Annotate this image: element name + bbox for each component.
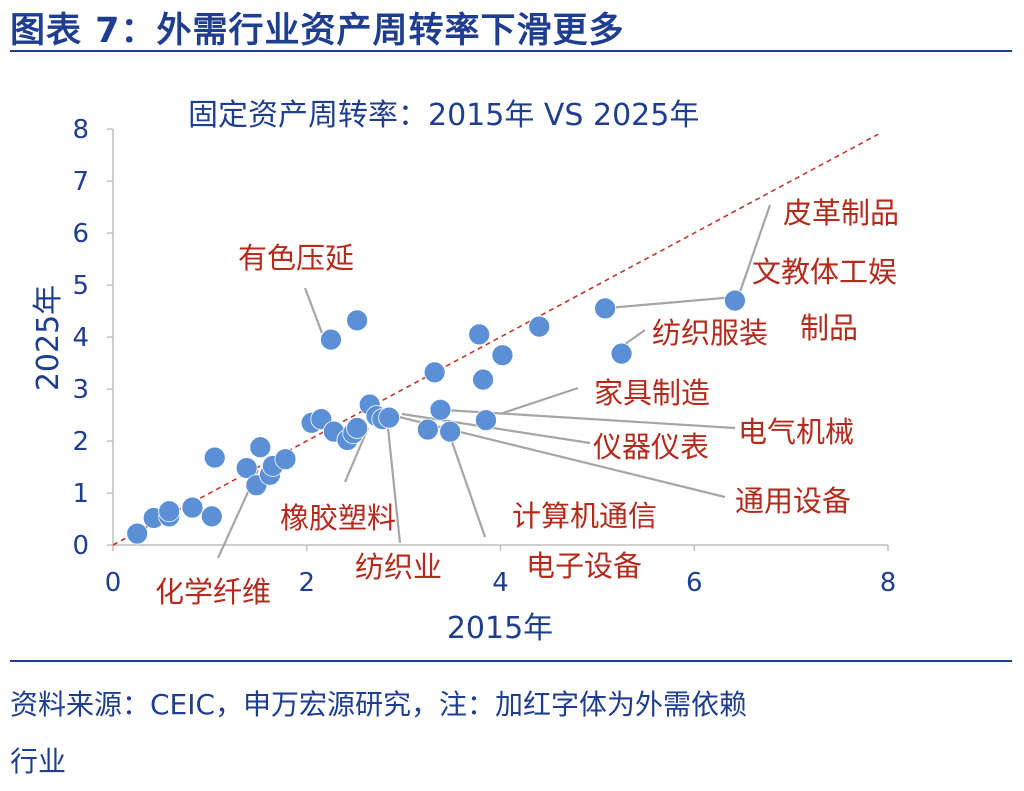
y-axis-label: 2025年 (31, 285, 66, 391)
data-point (200, 505, 223, 528)
annotation-label: 有色压延 (238, 241, 354, 275)
source-line-2: 行业 (10, 745, 67, 778)
annotation-label: 橡胶塑料 (280, 501, 396, 535)
annotation-label: 化学纤维 (155, 575, 271, 609)
y-tick-label: 7 (72, 167, 89, 197)
x-tick-label: 0 (105, 568, 122, 598)
data-point (429, 398, 452, 421)
data-point (274, 448, 297, 471)
data-point (475, 409, 497, 432)
y-tick-label: 3 (72, 375, 89, 405)
leader-line (386, 427, 402, 544)
chart-title: 固定资产周转率：2015年 VS 2025年 (188, 98, 700, 133)
leader-line (738, 204, 772, 293)
annotation-label: 纺织服装 (652, 316, 768, 350)
data-point (468, 323, 491, 346)
leader-line (448, 435, 487, 538)
y-tick-label: 8 (72, 115, 89, 145)
data-point (158, 500, 181, 523)
leader-line (499, 386, 579, 416)
annotation-label: 通用设备 (735, 484, 851, 518)
y-tick-label: 2 (72, 427, 89, 457)
annotation-label: 纺织业 (355, 550, 442, 584)
x-tick-label: 6 (686, 568, 703, 598)
data-point (181, 496, 204, 519)
y-tick-label: 6 (72, 219, 89, 249)
data-point (439, 420, 462, 443)
title-rule (10, 50, 1012, 52)
data-point (491, 344, 514, 367)
data-point (203, 446, 226, 469)
source-line-1: 资料来源：CEIC，申万宏源研究，注：加红字体为外需依赖 (10, 688, 748, 721)
data-point (235, 457, 258, 479)
data-point (378, 406, 400, 429)
leader-line (343, 427, 370, 483)
data-point (416, 418, 439, 441)
x-tick-label: 2 (298, 568, 315, 598)
annotation-label: 计算机通信 (512, 499, 657, 533)
data-point (346, 309, 369, 332)
y-tick-label: 1 (72, 479, 89, 509)
annotation-label: 文教体工娱 (752, 255, 897, 289)
annotation-label: 电子设备 (526, 549, 642, 583)
data-point (346, 417, 369, 439)
source-rule (10, 660, 1012, 662)
y-tick-label: 4 (72, 323, 89, 353)
annotation-label: 仪器仪表 (593, 430, 709, 464)
figure-title: 图表 7：外需行业资产周转率下滑更多 (10, 11, 625, 51)
data-point (472, 368, 494, 391)
data-point (249, 436, 272, 459)
x-tick-label: 8 (880, 568, 897, 598)
x-axis-label: 2015年 (447, 611, 553, 646)
data-point (423, 361, 446, 384)
data-point (610, 342, 633, 365)
leader-line (607, 295, 736, 310)
annotation-label: 电气机械 (738, 415, 854, 449)
annotation-label: 家具制造 (594, 376, 710, 410)
annotation-label: 皮革制品 (783, 196, 899, 230)
data-point (594, 297, 617, 320)
y-tick-label: 5 (72, 271, 89, 301)
x-tick-label: 4 (492, 568, 509, 598)
leader-line (401, 412, 591, 445)
leader-line (303, 287, 324, 334)
data-point (320, 328, 342, 351)
scatter-chart: 0 2 4 6 80123456782015年2025年有色压延皮革制品文教体工娱制品纺… (31, 115, 899, 646)
data-point (126, 522, 149, 545)
data-point (528, 315, 551, 338)
y-tick-label: 0 (72, 531, 89, 561)
leader-line (623, 329, 646, 346)
data-point (724, 289, 746, 312)
annotation-label: 制品 (800, 311, 858, 345)
